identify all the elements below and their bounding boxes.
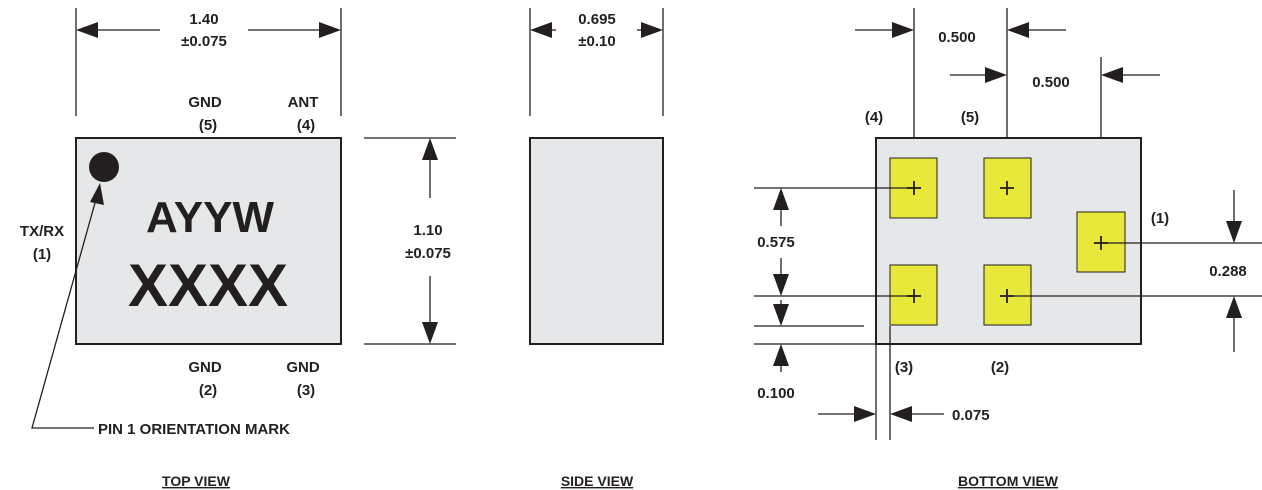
arrow-down-icon [1226,221,1242,243]
side-view-title: SIDE VIEW [561,473,634,489]
top-view: 1.40 ±0.075 GND (5) ANT (4) AYYW XXXX TX… [20,8,456,489]
arrow-up-icon [773,344,789,366]
marking-line-1: AYYW [146,193,274,242]
pitch-vertical-value: 0.575 [757,234,795,251]
top-height-tolerance: ±0.075 [405,245,451,262]
side-package-body [529,137,664,345]
pin3-number: (3) [297,382,315,399]
pad1-label: (1) [1151,210,1169,227]
leader-arrow-icon [90,183,104,205]
top-width-tolerance: ±0.075 [181,33,227,50]
arrow-up-icon [1226,296,1242,318]
edge-horizontal-value: 0.075 [952,407,990,424]
pin2-name: GND [188,359,222,376]
arrow-right-icon [892,22,914,38]
orientation-leader-line [31,184,101,429]
arrow-right-icon [985,67,1007,83]
top-package-body [75,137,342,345]
arrow-up-icon [422,138,438,160]
pin5-name: GND [188,94,222,111]
pad3-label: (3) [895,359,913,376]
arrow-left-icon [1101,67,1123,83]
top-height-value: 1.10 [413,222,442,239]
pin1-orientation-dot [89,152,119,182]
arrow-down-icon [773,304,789,326]
arrow-down-icon [422,322,438,344]
edge-vertical-value: 0.100 [757,385,795,402]
pitch-top-value: 0.500 [938,29,976,46]
side-thickness-tolerance: ±0.10 [578,33,615,50]
arrow-left-icon [1007,22,1029,38]
pad4-label: (4) [865,109,883,126]
arrow-right-icon [641,22,663,38]
arrow-right-icon [854,406,876,422]
arrow-right-icon [319,22,341,38]
arrow-left-icon [76,22,98,38]
side-view: 0.695 ±0.10 SIDE VIEW [529,8,664,489]
arrow-up-icon [773,188,789,210]
pin3-name: GND [286,359,320,376]
top-width-value: 1.40 [189,11,218,28]
pad2-label: (2) [991,359,1009,376]
pin2-number: (2) [199,382,217,399]
arrow-left-icon [890,406,912,422]
marking-line-2: XXXX [128,252,288,319]
pin5-number: (5) [199,117,217,134]
pin1-number: (1) [33,246,51,263]
bottom-view-title: BOTTOM VIEW [958,473,1059,489]
arrow-down-icon [773,274,789,296]
orientation-label: PIN 1 ORIENTATION MARK [98,421,290,438]
top-view-title: TOP VIEW [162,473,231,489]
pin4-number: (4) [297,117,315,134]
pin1-name: TX/RX [20,223,64,240]
bottom-view: 0.500 0.500 (4) (5) (1) [754,8,1262,489]
side-thickness-value: 0.695 [578,11,616,28]
pad5-label: (5) [961,109,979,126]
pin1-offset-value: 0.288 [1209,263,1247,280]
pin4-name: ANT [288,94,319,111]
arrow-left-icon [530,22,552,38]
pitch-right-value: 0.500 [1032,74,1070,91]
